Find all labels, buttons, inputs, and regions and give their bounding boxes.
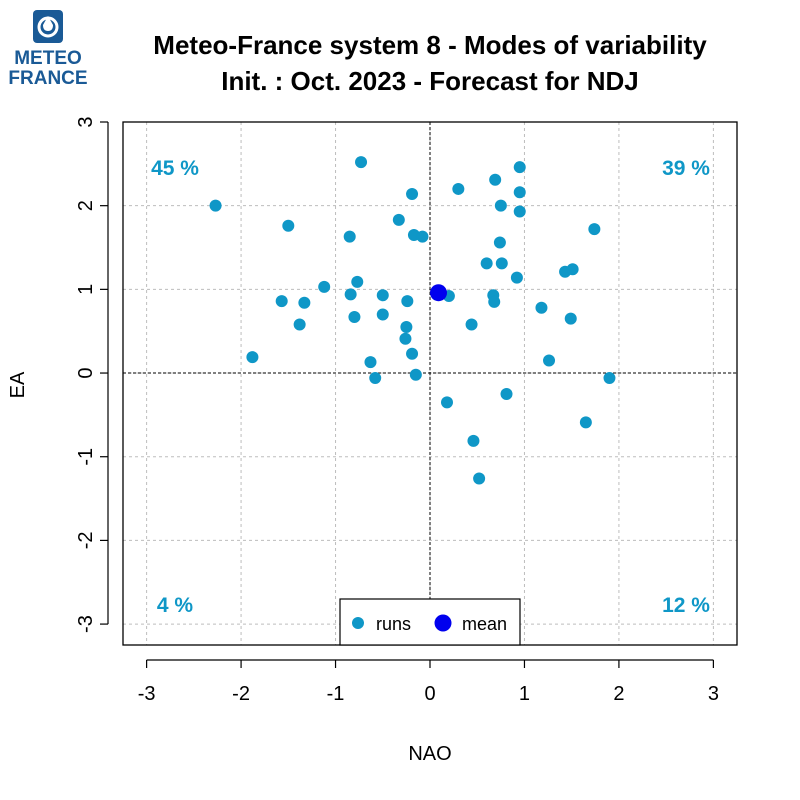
legend: runs mean — [339, 598, 521, 646]
quadrant-labels: 45 % 39 % 4 % 12 % — [151, 157, 710, 617]
legend-runs-label: runs — [376, 614, 411, 634]
runs-point-50 — [473, 472, 486, 485]
runs-point-39 — [406, 347, 419, 360]
quadrant-label-bottom-right: 12 % — [662, 594, 710, 617]
logo-line2: FRANCE — [8, 68, 87, 89]
legend-mean-label: mean — [462, 614, 507, 634]
runs-point-37 — [564, 312, 577, 325]
runs-point-4 — [392, 213, 405, 226]
runs-point-0 — [209, 199, 222, 212]
y-tick-label-5: 2 — [75, 200, 97, 211]
y-tick-label-6: 3 — [75, 116, 97, 127]
x-tick-label-6: 3 — [708, 683, 719, 705]
runs-point-11 — [513, 186, 526, 199]
runs-point-42 — [409, 368, 422, 381]
x-axis-label: NAO — [408, 743, 451, 765]
scatter-points — [209, 156, 616, 485]
runs-point-41 — [369, 372, 382, 385]
runs-point-3 — [343, 230, 356, 243]
runs-point-26 — [376, 289, 389, 302]
runs-point-2 — [355, 156, 368, 169]
runs-point-13 — [513, 205, 526, 218]
mean-point-0 — [430, 284, 448, 302]
meteo-france-logo: METEO FRANCE — [8, 10, 88, 89]
x-tick-label-0: -3 — [138, 683, 156, 705]
runs-point-33 — [348, 310, 361, 323]
x-tick-label-2: -1 — [327, 683, 345, 705]
x-tick-label-1: -2 — [232, 683, 250, 705]
runs-point-35 — [400, 321, 413, 334]
runs-point-48 — [467, 434, 480, 447]
runs-point-36 — [465, 318, 478, 331]
quadrant-label-top-right: 39 % — [662, 157, 710, 180]
runs-point-21 — [318, 280, 331, 293]
y-tick-label-2: -1 — [75, 448, 97, 466]
quadrant-label-top-left: 45 % — [151, 157, 199, 180]
x-axis: -3 -2 -1 0 1 2 3 — [138, 659, 719, 705]
runs-point-1 — [282, 219, 295, 232]
y-axis: -3 -2 -1 0 1 2 3 — [75, 116, 109, 633]
runs-point-49 — [579, 416, 592, 429]
runs-point-47 — [500, 387, 513, 400]
runs-point-17 — [495, 257, 508, 270]
runs-point-27 — [401, 295, 414, 308]
runs-point-8 — [452, 182, 465, 195]
runs-point-45 — [603, 372, 616, 385]
runs-point-5 — [406, 187, 419, 200]
x-tick-label-3: 0 — [424, 683, 435, 705]
runs-point-25 — [344, 288, 357, 301]
y-tick-label-0: -3 — [75, 615, 97, 633]
runs-point-14 — [588, 223, 601, 236]
runs-point-9 — [489, 173, 502, 186]
x-tick-label-4: 1 — [519, 683, 530, 705]
runs-point-16 — [480, 257, 493, 270]
legend-runs-marker — [352, 617, 364, 629]
runs-point-32 — [293, 318, 306, 331]
x-tick-label-5: 2 — [613, 683, 624, 705]
runs-point-22 — [351, 275, 364, 288]
chart-subtitle: Init. : Oct. 2023 - Forecast for NDJ — [221, 66, 639, 96]
runs-point-24 — [298, 296, 311, 309]
runs-point-44 — [246, 351, 259, 364]
runs-point-7 — [416, 230, 429, 243]
runs-point-12 — [494, 199, 507, 212]
runs-point-46 — [441, 396, 454, 409]
runs-point-34 — [376, 308, 389, 321]
runs-point-40 — [364, 356, 377, 369]
y-axis-label: EA — [7, 371, 29, 398]
reference-lines — [123, 122, 737, 645]
runs-point-10 — [513, 161, 526, 174]
y-tick-label-3: 0 — [75, 367, 97, 378]
runs-point-30 — [488, 295, 501, 308]
y-tick-label-1: -2 — [75, 532, 97, 550]
runs-point-23 — [275, 295, 288, 308]
logo-line1: METEO — [14, 48, 82, 69]
legend-box — [339, 598, 521, 646]
runs-point-20 — [566, 263, 579, 276]
runs-point-15 — [493, 236, 506, 249]
chart-title: Meteo-France system 8 - Modes of variabi… — [153, 30, 707, 60]
legend-mean-marker — [434, 614, 452, 632]
runs-point-43 — [543, 354, 556, 367]
runs-point-18 — [510, 271, 523, 284]
runs-point-38 — [399, 332, 412, 345]
logo-drop-icon — [43, 16, 53, 31]
quadrant-label-bottom-left: 4 % — [157, 594, 194, 617]
runs-point-31 — [535, 301, 548, 314]
y-tick-label-4: 1 — [75, 284, 97, 295]
